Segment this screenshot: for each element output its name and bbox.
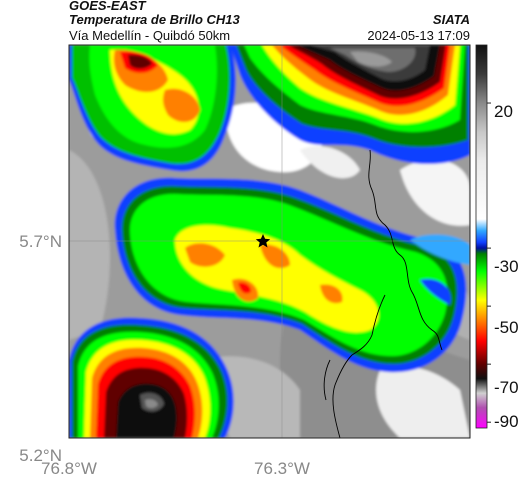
lon-label-76.8: 76.8°W <box>41 459 97 478</box>
colorbar-label-20: 20 <box>494 102 513 121</box>
route-subtitle: Vía Medellín - Quibdó 50km <box>69 28 231 43</box>
lon-label-76.3: 76.3°W <box>254 459 310 478</box>
colorbar-label-m70: -70 <box>494 378 519 397</box>
map-frame <box>68 44 471 439</box>
lat-label-5.7: 5.7°N <box>19 232 62 251</box>
satellite-image <box>69 45 470 438</box>
colorbar-label-m50: -50 <box>494 318 519 337</box>
datetime-label: 2024-05-13 17:09 <box>367 28 470 43</box>
lat-label-5.2: 5.2°N <box>19 446 62 465</box>
colorbar-label-m30: -30 <box>494 257 519 276</box>
colorbar-label-m90: -90 <box>494 412 519 431</box>
colorbar: 20 -30 -50 -70 -90 <box>475 44 519 431</box>
org-label: SIATA <box>432 12 470 27</box>
colorbar-bar <box>475 44 488 429</box>
star-icon <box>255 234 271 248</box>
product-title: Temperatura de Brillo CH13 <box>69 12 240 27</box>
colorbar-ticks <box>487 102 491 423</box>
source-label: GOES-EAST <box>69 0 146 13</box>
